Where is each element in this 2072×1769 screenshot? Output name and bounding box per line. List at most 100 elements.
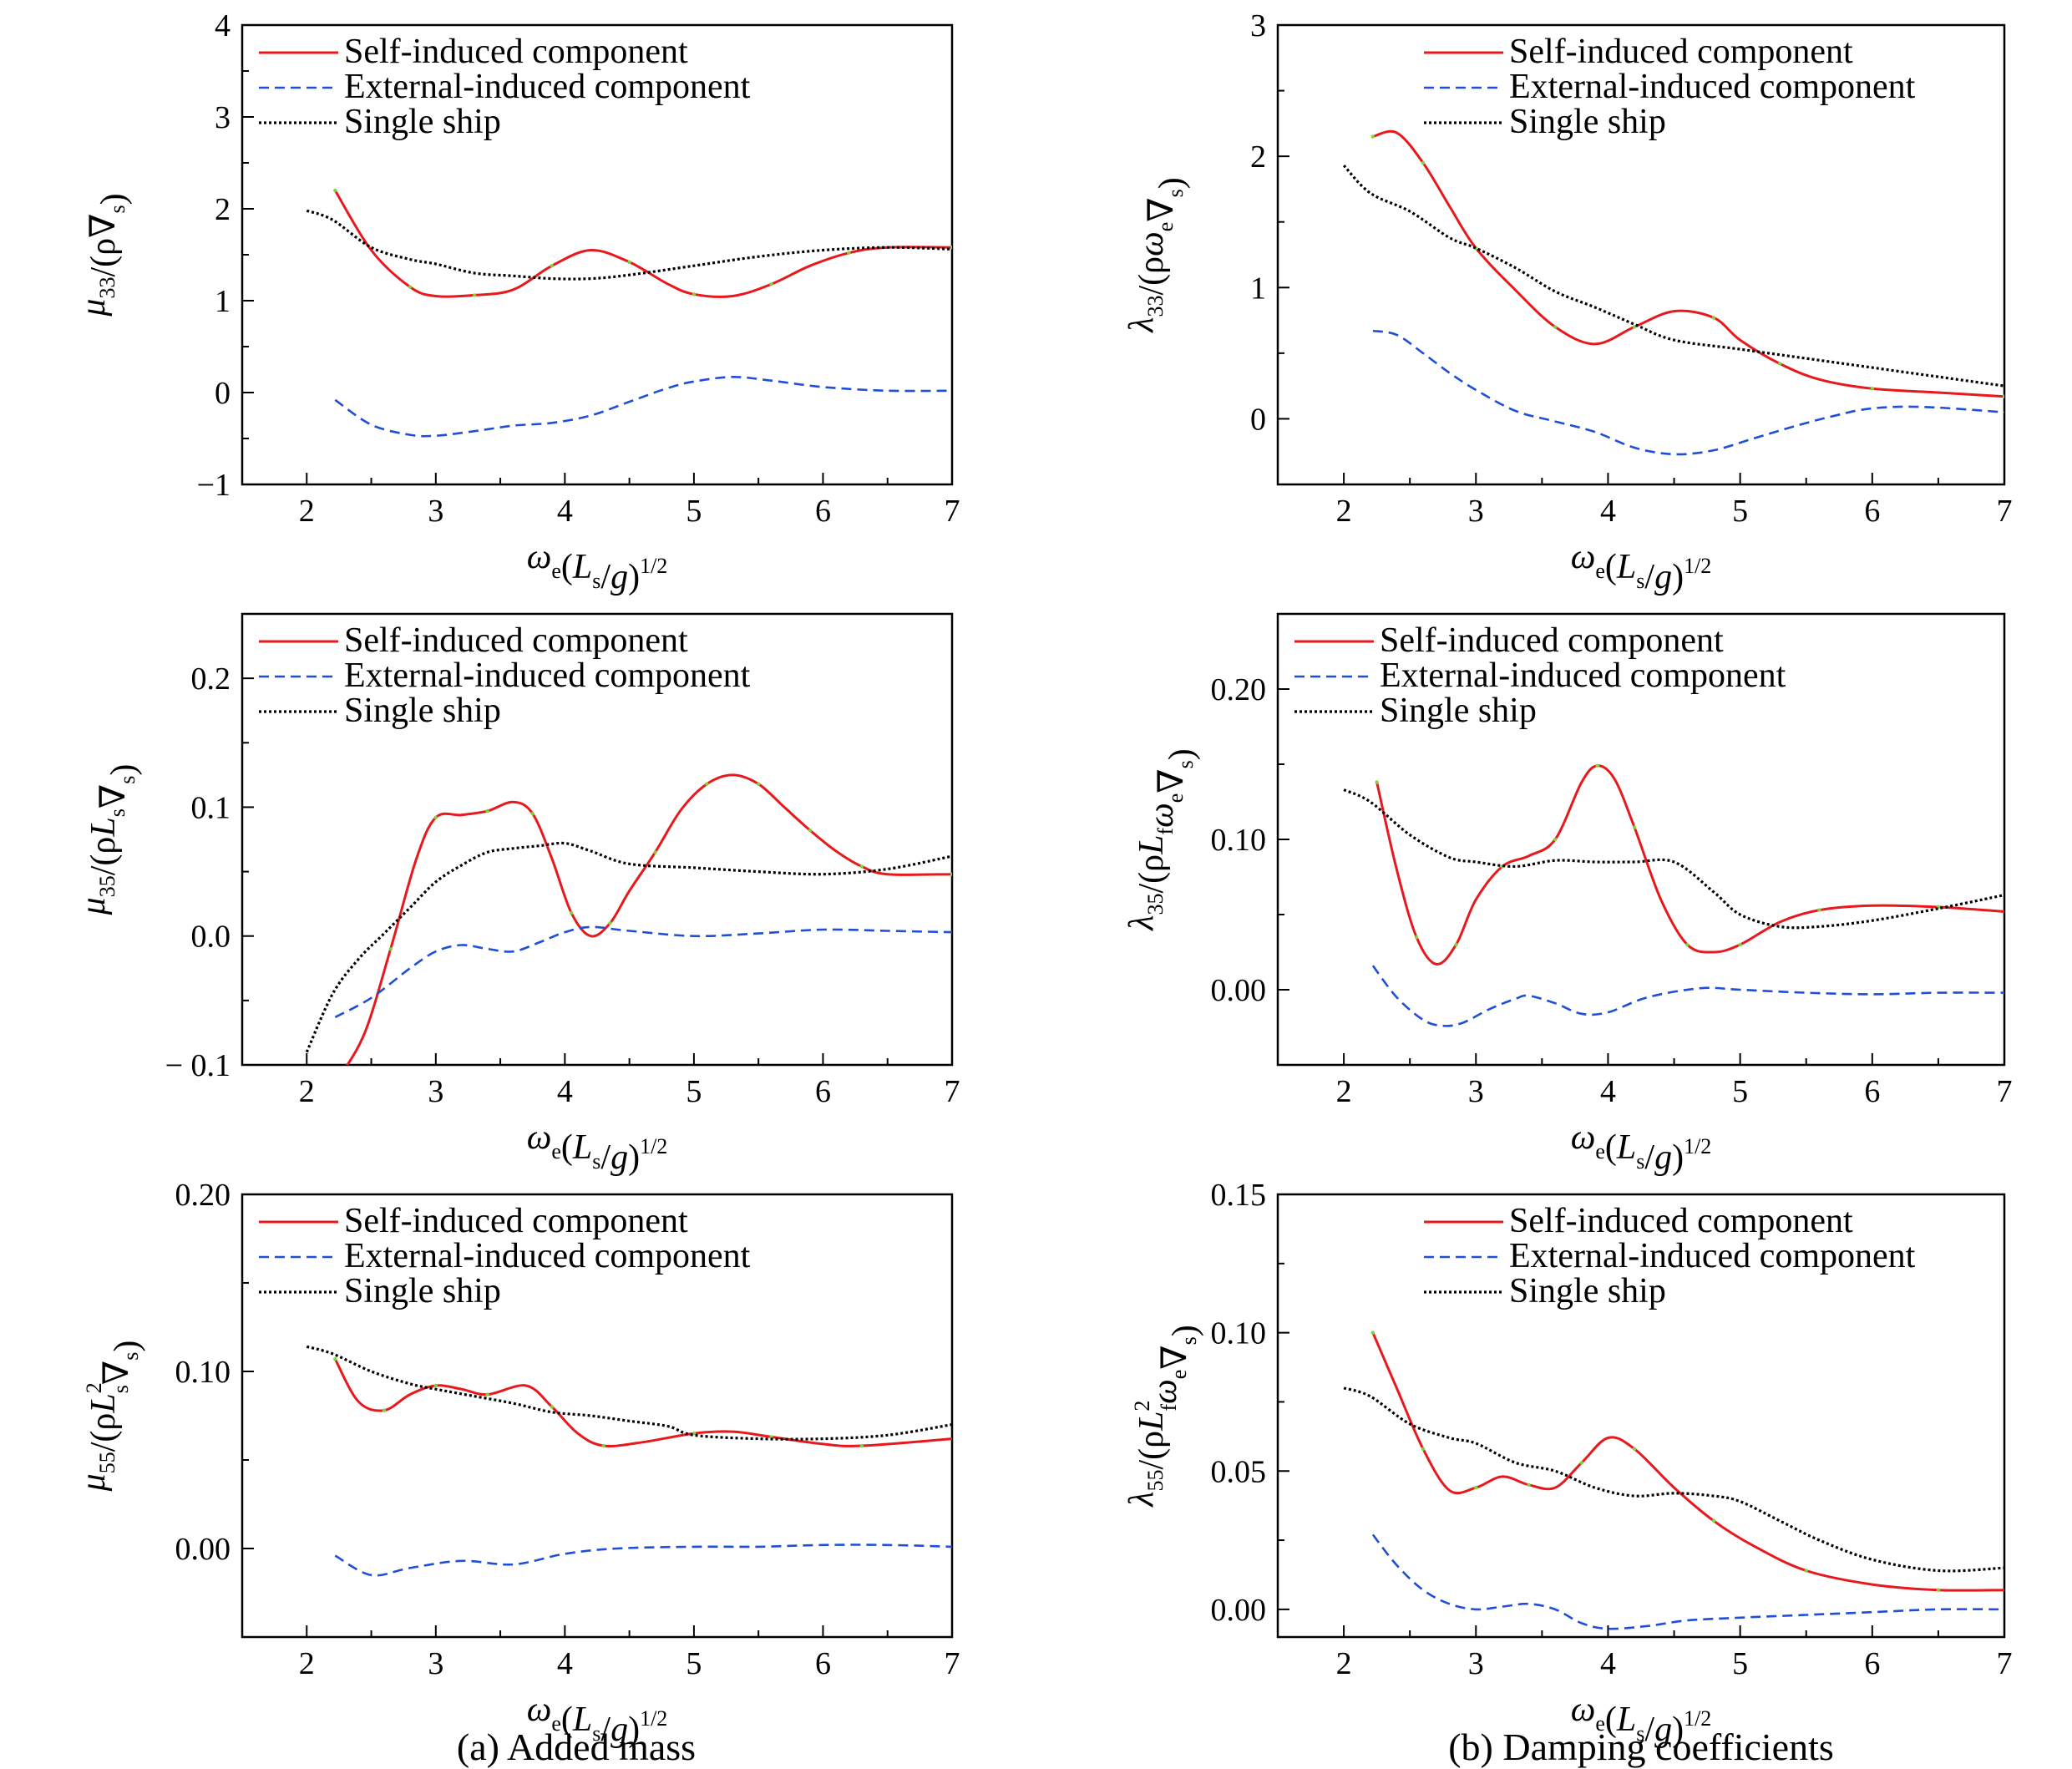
legend-label: Self-induced component	[344, 33, 688, 71]
series-line-external-induced	[1372, 329, 2004, 456]
data-point	[485, 808, 489, 814]
x-tick-label: 3	[1468, 494, 1484, 529]
y-tick-label: 0.05	[1211, 1454, 1267, 1489]
x-tick-label: 7	[945, 494, 960, 529]
data-point	[1711, 316, 1716, 320]
x-tick-label: 6	[815, 1074, 831, 1109]
y-tick-label: 0.15	[1211, 1178, 1267, 1213]
series-line-self-induced	[1375, 764, 2004, 966]
data-point	[388, 946, 393, 951]
x-tick-label: 6	[815, 1646, 831, 1681]
x-axis-label: ωe(Ls/g)1/2	[1571, 538, 1712, 596]
series-line-external-induced	[334, 1543, 952, 1577]
x-tick-label: 2	[299, 1646, 315, 1681]
data-point	[950, 872, 952, 876]
data-point	[1804, 1569, 1808, 1573]
series-line-self-induced	[333, 1358, 952, 1447]
data-point	[333, 1356, 337, 1361]
data-point	[1474, 1485, 1478, 1490]
data-point	[859, 864, 864, 869]
x-tick-label: 2	[299, 1074, 315, 1109]
y-tick-label: 0.1	[191, 790, 231, 825]
series-line-single-ship	[305, 841, 952, 1053]
legend-label: External-induced component	[1509, 1237, 1916, 1275]
legend-label: Self-induced component	[1380, 621, 1724, 660]
legend-label: External-induced component	[344, 68, 751, 106]
data-point	[1370, 1331, 1375, 1335]
y-tick-label: 0.10	[175, 1355, 231, 1390]
panel-b2: 2 3 4 5 6 7 0.00 0.10 0.20 ωe(Ls/g)1/2 λ35/(ρLfωe∇…	[1122, 612, 2013, 1177]
data-point	[1553, 837, 1558, 842]
x-tick-label: 6	[815, 494, 831, 529]
x-tick-label: 2	[1336, 494, 1352, 529]
x-axis-label: ωe(Ls/g)1/2	[527, 1118, 668, 1177]
y-axis-label: λ35/(ρLfωe∇s)	[1122, 748, 1201, 932]
legend-label: Single ship	[344, 103, 501, 141]
plot-frame	[241, 1193, 954, 1639]
series-line-self-induced	[1371, 1332, 2004, 1592]
y-tick-label: 0.2	[191, 661, 231, 697]
x-tick-label: 5	[686, 1646, 702, 1681]
legend-label: Single ship	[1380, 692, 1537, 730]
y-tick-label: 1	[1250, 271, 1266, 306]
data-point	[692, 292, 697, 297]
x-tick-label: 7	[1997, 1074, 2013, 1109]
plot-frame	[241, 612, 954, 1067]
x-tick-label: 5	[1732, 494, 1748, 529]
y-tick-label: −1	[197, 468, 231, 503]
data-point	[550, 264, 555, 268]
panel-b3: 2 3 4 5 6 7 0.00 0.05 0.10 0.15 ωe(Ls/g)1/2 λ55/(ρL…	[1122, 1178, 2013, 1749]
x-axis-label: ωe(Ls/g)1/2	[527, 538, 668, 596]
data-point	[1777, 362, 1782, 366]
panel-b1: 2 3 4 5 6 7 0 1 2 3 ωe(Ls/g)1/2 λ33/(ρωe∇s) Self-ind…	[1122, 8, 2013, 596]
data-point	[1579, 1461, 1584, 1465]
y-tick-label: 0.00	[1211, 1593, 1267, 1628]
data-point	[1414, 935, 1419, 940]
data-point	[950, 246, 952, 250]
x-tick-label: 6	[1864, 494, 1880, 529]
series-line-single-ship	[1342, 164, 2004, 388]
data-point	[333, 188, 337, 193]
y-axis-label: λ33/(ρωe∇s)	[1122, 177, 1191, 333]
data-point	[769, 282, 773, 286]
series-line-single-ship	[306, 1345, 952, 1441]
caption-added-mass: (a) Added mass	[456, 1726, 697, 1768]
plot-frame	[1276, 1193, 2006, 1639]
data-point	[756, 782, 761, 786]
data-point	[433, 1383, 438, 1388]
y-tick-label: 3	[1250, 8, 1266, 43]
data-point	[1454, 942, 1458, 947]
y-tick-label: 0.20	[175, 1178, 231, 1213]
x-tick-label: 7	[945, 1074, 960, 1109]
data-point	[1375, 780, 1379, 784]
y-tick-label: 0.00	[175, 1532, 231, 1567]
legend-label: External-induced component	[1380, 656, 1786, 695]
data-point	[1936, 1588, 1941, 1592]
plot-frame	[1276, 23, 2006, 486]
x-tick-label: 2	[1336, 1074, 1352, 1109]
data-point	[1421, 1447, 1426, 1451]
legend-label: Self-induced component	[344, 621, 688, 660]
data-point	[1711, 1518, 1716, 1523]
x-tick-label: 3	[428, 1074, 443, 1109]
series-line-external-induced	[334, 375, 952, 438]
legend-label: Single ship	[1509, 1272, 1666, 1310]
x-tick-label: 3	[1468, 1646, 1484, 1681]
data-point	[337, 1076, 341, 1079]
legend-label: Self-induced component	[1509, 33, 1853, 71]
y-tick-label: 4	[215, 8, 231, 43]
y-axis-label: μ55/(ρL2 s∇s)	[74, 1341, 146, 1493]
x-tick-label: 3	[1468, 1074, 1484, 1109]
y-tick-label: 0.10	[1211, 823, 1267, 858]
panel-a2: 2 3 4 5 6 7 − 0.1 0.0 0.1 0.2 ωe(Ls/g)1/2 μ35/(ρLs∇…	[74, 612, 960, 1177]
legend-label: Self-induced component	[1509, 1202, 1853, 1240]
data-point	[550, 1405, 555, 1409]
data-point	[653, 850, 657, 854]
legend-label: External-induced component	[344, 656, 751, 695]
data-point	[1632, 325, 1637, 329]
x-tick-label: 7	[945, 1646, 960, 1681]
data-point	[692, 1432, 697, 1436]
data-point	[1632, 825, 1637, 829]
legend-label: Single ship	[344, 1272, 501, 1310]
